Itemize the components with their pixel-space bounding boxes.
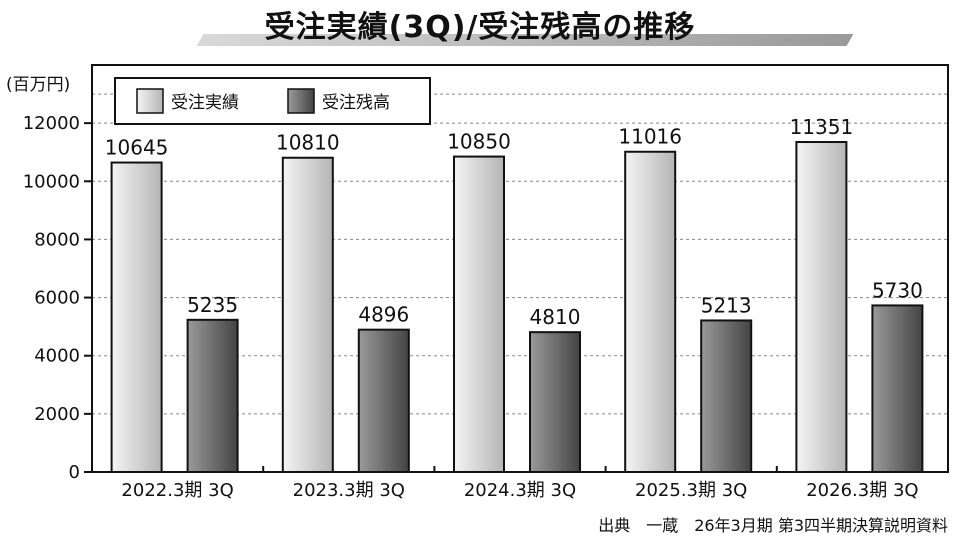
legend-label: 受注残高 — [322, 93, 390, 113]
y-tick-label: 4000 — [34, 346, 80, 367]
bar-value-label: 5235 — [187, 293, 238, 317]
bars-layer: 10645 5235 10810 4896 10850 4810 11016 5213 1135… — [105, 115, 924, 474]
x-category-label: 2025.3期 3Q — [635, 480, 747, 501]
grid-lines — [92, 93, 948, 415]
bar-value-label: 11351 — [790, 115, 854, 139]
bar-value-label: 10850 — [447, 130, 511, 154]
bar-order-backlog — [871, 304, 924, 473]
x-category-label: 2022.3期 3Q — [121, 480, 233, 501]
legend-box — [114, 77, 431, 125]
bar-value-label: 4896 — [358, 303, 409, 327]
y-axis-unit-label: (百万円) — [6, 75, 71, 95]
chart-title: 受注実績(3Q)/受注残高の推移 — [264, 10, 696, 45]
bar-value-label: 11016 — [618, 125, 682, 149]
legend: 受注実績 受注残高 — [114, 77, 431, 125]
source-note: 出典 一蔵 26年3月期 第3四半期決算説明資料 — [598, 516, 948, 535]
bar-order-results — [795, 141, 848, 473]
legend-label: 受注実績 — [171, 93, 239, 113]
bar-order-results — [110, 161, 163, 473]
y-tick-label: 0 — [69, 462, 80, 483]
x-category-label: 2026.3期 3Q — [806, 480, 918, 501]
plot-frame — [91, 64, 949, 473]
axes-layer: 0 2000 4000 6000 8000 10000 12000 2022.3期 3Q 202… — [23, 64, 949, 501]
y-tick-label: 6000 — [34, 288, 80, 309]
bar-value-label: 4810 — [530, 305, 581, 329]
bar-order-results — [453, 155, 505, 473]
legend-swatch — [136, 88, 164, 114]
bar-order-results — [281, 156, 334, 473]
x-category-label: 2023.3期 3Q — [293, 480, 405, 501]
bar-order-results — [624, 150, 677, 473]
y-tick-label: 2000 — [34, 404, 80, 425]
bar-value-label: 5730 — [872, 278, 923, 302]
bar-order-backlog — [357, 328, 410, 473]
bar-value-label: 10645 — [105, 136, 169, 160]
bar-order-backlog — [186, 318, 239, 473]
bar-value-label: 10810 — [276, 131, 340, 155]
y-tick-label: 12000 — [23, 113, 80, 134]
y-tick-label: 10000 — [23, 171, 80, 192]
bar-order-backlog — [529, 331, 581, 474]
legend-swatch — [287, 88, 315, 114]
x-category-label: 2024.3期 3Q — [464, 480, 576, 501]
bar-value-label: 5213 — [701, 293, 752, 317]
bar-order-backlog — [700, 319, 753, 474]
y-tick-label: 8000 — [34, 229, 80, 250]
